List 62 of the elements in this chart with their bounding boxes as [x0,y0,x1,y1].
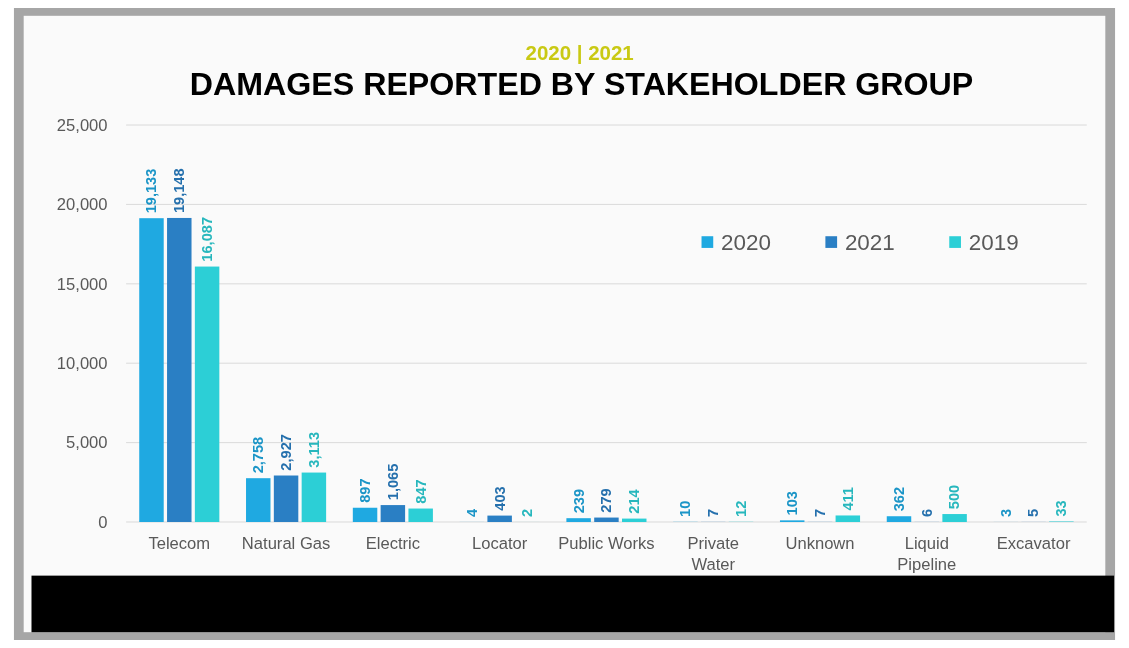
x-tick-label: Liquid Pipeline [897,534,957,574]
data-label: 214 [626,488,643,514]
x-tick-label: Unknown [785,534,855,554]
data-label: 847 [412,479,429,504]
data-label: 16,087 [198,216,215,262]
x-tick-label: Natural Gas [241,534,331,554]
bar [139,218,164,522]
y-tick-label: 0 [98,512,108,532]
chart-subtitle: 2020 | 2021 [525,40,634,64]
data-label: 2,758 [250,436,267,474]
legend-label: 2019 [968,229,1019,255]
data-label: 2,927 [277,434,294,471]
x-tick-label: Excavator [996,534,1071,554]
bar [942,514,967,522]
bar [886,516,912,522]
chart-title: DAMAGES REPORTED BY STAKEHOLDER GROUP [189,65,974,102]
data-label: 362 [890,486,907,512]
bar [594,517,619,522]
data-label: 239 [570,488,587,514]
x-tick-label: Public Works [558,534,655,554]
x-tick-label: Private Water [687,534,740,574]
data-label: 5 [1025,508,1042,518]
data-label: 1,065 [384,463,401,501]
data-label: 7 [705,508,722,517]
data-label: 19,148 [171,168,188,214]
data-label: 3 [997,508,1014,518]
data-label: 403 [491,486,508,511]
data-label: 6 [918,508,935,518]
bar [167,217,192,522]
data-label: 500 [946,484,963,510]
bar [566,518,591,522]
data-label: 3,113 [305,431,322,468]
y-tick-label: 20,000 [56,195,108,215]
x-tick-label: Telecom [148,534,211,554]
x-tick-label: Locator [472,534,528,554]
legend-label: 2020 [721,229,771,255]
y-tick-label: 25,000 [56,115,108,135]
y-tick-label: 5,000 [66,433,108,453]
data-label: 19,133 [143,168,160,214]
legend-label: 2021 [844,229,895,255]
data-label: 103 [784,491,801,516]
data-label: 279 [598,488,615,513]
data-label: 12 [732,500,749,517]
bar [380,505,406,522]
data-label: 2 [519,508,536,518]
y-tick-label: 15,000 [56,274,108,294]
data-label: 33 [1053,500,1070,517]
bar [408,508,433,522]
data-label: 411 [839,487,856,511]
data-label: 10 [677,500,694,517]
bar [835,515,861,522]
data-label: 897 [356,478,373,503]
data-label: 4 [463,508,480,518]
y-tick-label: 10,000 [56,354,108,374]
bar [246,478,271,522]
bar [352,507,378,522]
bar [301,472,327,522]
bar [194,266,220,522]
data-label: 7 [811,508,828,517]
bar [487,515,512,522]
bar [273,475,299,522]
x-tick-label: Electric [365,534,421,554]
